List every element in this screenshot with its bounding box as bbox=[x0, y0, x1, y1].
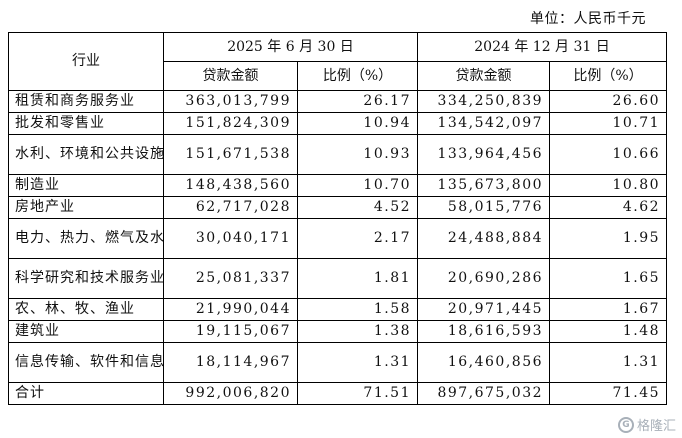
industry-cell: 科学研究和技术服务业 bbox=[8, 258, 164, 299]
industry-cell: 农、林、牧、渔业 bbox=[8, 298, 164, 321]
ratio-header-1: 比例（%） bbox=[296, 61, 419, 91]
ratio-header-2: 比例（%） bbox=[549, 61, 668, 91]
ratio-cell: 10.71 bbox=[549, 112, 668, 135]
ratio-cell: 10.80 bbox=[549, 174, 668, 197]
total-row: 合计 992,006,820 71.51 897,675,032 71.45 bbox=[8, 382, 668, 405]
table-row: 制造业 148,438,560 10.70 135,673,800 10.80 bbox=[8, 174, 668, 197]
ratio-cell: 1.65 bbox=[549, 258, 668, 299]
amount-cell: 24,488,884 bbox=[417, 218, 551, 259]
amount-cell: 25,081,337 bbox=[163, 258, 298, 299]
industry-cell: 租赁和商务服务业 bbox=[8, 90, 164, 113]
amount-header-2: 贷款金额 bbox=[417, 61, 551, 91]
ratio-cell: 71.51 bbox=[296, 382, 419, 405]
ratio-cell: 1.38 bbox=[296, 320, 419, 343]
amount-cell: 21,990,044 bbox=[163, 298, 298, 321]
ratio-cell: 4.62 bbox=[549, 196, 668, 219]
table-row: 房地产业 62,717,028 4.52 58,015,776 4.62 bbox=[8, 196, 668, 219]
table-row: 水利、环境和公共设施管理业 151,671,538 10.93 133,964,… bbox=[8, 134, 668, 175]
amount-cell: 58,015,776 bbox=[417, 196, 551, 219]
table-row: 租赁和商务服务业 363,013,799 26.17 334,250,839 2… bbox=[8, 90, 668, 113]
amount-cell: 334,250,839 bbox=[417, 90, 551, 113]
ratio-cell: 10.66 bbox=[549, 134, 668, 175]
amount-cell: 133,964,456 bbox=[417, 134, 551, 175]
amount-cell: 30,040,171 bbox=[163, 218, 298, 259]
unit-label: 单位：人民币千元 bbox=[530, 11, 646, 27]
ratio-cell: 71.45 bbox=[549, 382, 668, 405]
table-row: 批发和零售业 151,824,309 10.94 134,542,097 10.… bbox=[8, 112, 668, 135]
ratio-cell: 10.93 bbox=[296, 134, 419, 175]
total-label: 合计 bbox=[8, 382, 164, 405]
ratio-cell: 1.31 bbox=[549, 342, 668, 383]
ratio-cell: 10.94 bbox=[296, 112, 419, 135]
industry-cell: 批发和零售业 bbox=[8, 112, 164, 135]
industry-cell: 电力、热力、燃气及水生产和供应业 bbox=[8, 218, 164, 259]
period2-header: 2024 年 12 月 31 日 bbox=[417, 32, 668, 62]
amount-cell: 16,460,856 bbox=[417, 342, 551, 383]
amount-cell: 19,115,067 bbox=[163, 320, 298, 343]
table-row: 建筑业 19,115,067 1.38 18,616,593 1.48 bbox=[8, 320, 668, 343]
amount-cell: 62,717,028 bbox=[163, 196, 298, 219]
ratio-cell: 1.81 bbox=[296, 258, 419, 299]
ratio-cell: 1.95 bbox=[549, 218, 668, 259]
ratio-cell: 26.17 bbox=[296, 90, 419, 113]
amount-cell: 151,671,538 bbox=[163, 134, 298, 175]
ratio-cell: 1.67 bbox=[549, 298, 668, 321]
amount-cell: 897,675,032 bbox=[417, 382, 551, 405]
period1-header: 2025 年 6 月 30 日 bbox=[162, 32, 419, 62]
table-row: 信息传输、软件和信息技术服务业 18,114,967 1.31 16,460,8… bbox=[8, 342, 668, 383]
amount-cell: 18,114,967 bbox=[163, 342, 298, 383]
amount-cell: 135,673,800 bbox=[417, 174, 551, 197]
industry-cell: 水利、环境和公共设施管理业 bbox=[8, 134, 164, 175]
watermark: G 格隆汇 bbox=[617, 415, 676, 434]
amount-cell: 992,006,820 bbox=[163, 382, 298, 405]
industry-cell: 建筑业 bbox=[8, 320, 164, 343]
industry-cell: 信息传输、软件和信息技术服务业 bbox=[8, 342, 164, 383]
loan-industry-table: 行业 2025 年 6 月 30 日 2024 年 12 月 31 日 贷款金额… bbox=[8, 32, 668, 405]
ratio-cell: 4.52 bbox=[296, 196, 419, 219]
amount-cell: 134,542,097 bbox=[417, 112, 551, 135]
table-row: 农、林、牧、渔业 21,990,044 1.58 20,971,445 1.67 bbox=[8, 298, 668, 321]
amount-cell: 18,616,593 bbox=[417, 320, 551, 343]
ratio-cell: 2.17 bbox=[296, 218, 419, 259]
table-row: 电力、热力、燃气及水生产和供应业 30,040,171 2.17 24,488,… bbox=[8, 218, 668, 259]
industry-cell: 制造业 bbox=[8, 174, 164, 197]
industry-header: 行业 bbox=[8, 32, 164, 91]
ratio-cell: 26.60 bbox=[549, 90, 668, 113]
amount-cell: 151,824,309 bbox=[163, 112, 298, 135]
gelonghui-logo-icon: G bbox=[617, 416, 634, 433]
amount-header-1: 贷款金额 bbox=[163, 61, 298, 91]
amount-cell: 363,013,799 bbox=[163, 90, 298, 113]
ratio-cell: 10.70 bbox=[296, 174, 419, 197]
amount-cell: 20,971,445 bbox=[417, 298, 551, 321]
table-row: 科学研究和技术服务业 25,081,337 1.81 20,690,286 1.… bbox=[8, 258, 668, 299]
ratio-cell: 1.58 bbox=[296, 298, 419, 321]
ratio-cell: 1.31 bbox=[296, 342, 419, 383]
amount-cell: 148,438,560 bbox=[163, 174, 298, 197]
ratio-cell: 1.48 bbox=[549, 320, 668, 343]
industry-cell: 房地产业 bbox=[8, 196, 164, 219]
amount-cell: 20,690,286 bbox=[417, 258, 551, 299]
watermark-text: 格隆汇 bbox=[636, 419, 676, 434]
